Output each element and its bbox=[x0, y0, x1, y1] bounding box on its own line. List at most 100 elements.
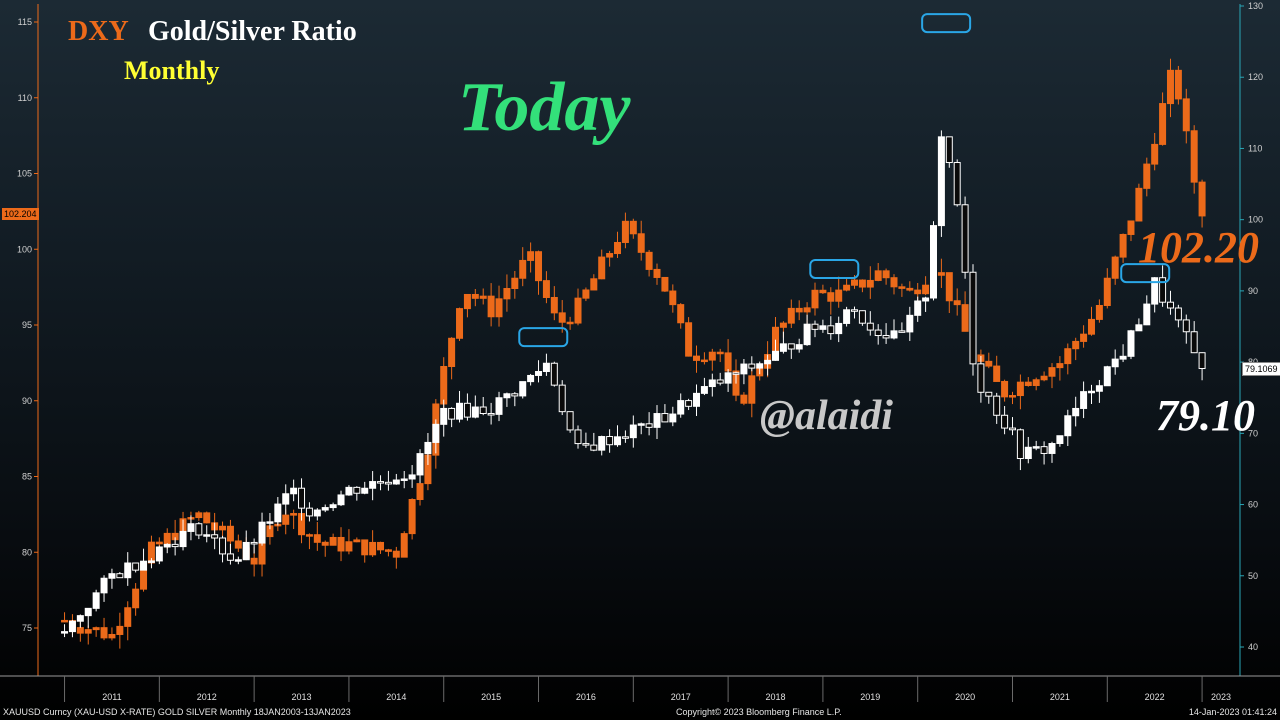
dxy-candle bbox=[84, 629, 92, 634]
gsr-candle bbox=[456, 402, 464, 420]
gsr-candle bbox=[969, 271, 977, 365]
gsr-candle bbox=[258, 521, 266, 544]
dxy-candle bbox=[1095, 304, 1103, 320]
dxy-candle bbox=[219, 525, 227, 531]
dxy-candle bbox=[337, 536, 345, 552]
gsr-candle bbox=[669, 413, 677, 423]
gsr-candle bbox=[590, 444, 598, 451]
highlight-box bbox=[1120, 263, 1171, 284]
dxy-candle bbox=[811, 289, 819, 309]
dxy-candle bbox=[914, 289, 922, 295]
dxy-candle bbox=[440, 366, 448, 405]
year-label: 2012 bbox=[197, 692, 217, 702]
gsr-candle bbox=[795, 344, 803, 350]
gsr-candle bbox=[369, 481, 377, 489]
gsr-candle bbox=[234, 559, 242, 562]
left-tick-label: 95 bbox=[22, 320, 32, 330]
gsr-candle bbox=[463, 402, 471, 418]
left-tick-label: 100 bbox=[17, 244, 32, 254]
gsr-candle bbox=[929, 225, 937, 299]
dxy-candle bbox=[377, 541, 385, 551]
gsr-candle bbox=[914, 300, 922, 316]
dxy-candle bbox=[463, 293, 471, 310]
dxy-candle bbox=[748, 375, 756, 404]
gsr-candle bbox=[1048, 443, 1056, 454]
dxy-candle bbox=[835, 289, 843, 302]
dxy-candle bbox=[898, 286, 906, 289]
dxy-candle bbox=[1166, 69, 1174, 105]
dxy-candle bbox=[479, 295, 487, 299]
dxy-candle bbox=[937, 272, 945, 276]
left-tick-label: 105 bbox=[17, 169, 32, 179]
dxy-candle bbox=[779, 322, 787, 328]
dxy-candle bbox=[116, 625, 124, 635]
right-tick-label: 130 bbox=[1248, 1, 1263, 11]
dxy-candle bbox=[590, 278, 598, 291]
year-label: 2022 bbox=[1145, 692, 1165, 702]
gsr-candle bbox=[1032, 446, 1040, 449]
gsr-candle bbox=[219, 537, 227, 555]
gsr-candle bbox=[922, 297, 930, 302]
dxy-candle bbox=[1064, 348, 1072, 365]
gsr-candle bbox=[337, 494, 345, 506]
dxy-candle bbox=[1040, 375, 1048, 381]
gsr-candle bbox=[68, 620, 76, 633]
gsr-candle bbox=[1072, 407, 1080, 417]
gsr-candle bbox=[945, 136, 953, 164]
dxy-candle bbox=[645, 251, 653, 270]
dxy-candle bbox=[369, 541, 377, 556]
dxy-candle bbox=[843, 284, 851, 291]
dxy-candle bbox=[195, 512, 203, 519]
dxy-candle bbox=[637, 233, 645, 253]
right-tick-label: 60 bbox=[1248, 500, 1258, 510]
gsr-candle bbox=[147, 560, 155, 563]
dxy-candle bbox=[693, 355, 701, 361]
left-tick-label: 90 bbox=[22, 396, 32, 406]
gsr-candle bbox=[140, 560, 148, 571]
dxy-candle bbox=[1080, 333, 1088, 342]
dxy-candle bbox=[305, 534, 313, 537]
gsr-candle bbox=[645, 423, 653, 428]
dxy-candle bbox=[1001, 380, 1009, 398]
dxy-candle bbox=[456, 308, 464, 339]
author-handle: @alaidi bbox=[760, 393, 893, 439]
gsr-candle bbox=[290, 487, 298, 495]
gsr-candle bbox=[756, 363, 764, 369]
gsr-candle bbox=[1190, 331, 1198, 354]
gsr-candle bbox=[250, 541, 258, 545]
gsr-candle bbox=[740, 363, 748, 375]
dxy-candle bbox=[503, 288, 511, 300]
gsr-candle bbox=[1024, 446, 1032, 460]
gsr-candle bbox=[985, 391, 993, 397]
dxy-candle bbox=[1159, 103, 1167, 145]
dxy-candle bbox=[582, 289, 590, 299]
dxy-candle bbox=[629, 220, 637, 235]
gsr-candle bbox=[1135, 324, 1143, 332]
gsr-candle bbox=[1143, 303, 1151, 326]
gsr-candle bbox=[503, 393, 511, 399]
left-tick-label: 80 bbox=[22, 547, 32, 557]
gsr-candle bbox=[835, 322, 843, 335]
dxy-candle bbox=[558, 312, 566, 323]
dxy-candle bbox=[787, 307, 795, 324]
dxy-candle bbox=[724, 352, 732, 372]
dxy-candle bbox=[677, 304, 685, 324]
year-label: 2013 bbox=[292, 692, 312, 702]
dxy-candle bbox=[716, 351, 724, 355]
gsr-candle bbox=[708, 379, 716, 388]
dxy-candle bbox=[993, 365, 1001, 382]
dxy-candle bbox=[803, 307, 811, 313]
dxy-candle bbox=[408, 498, 416, 535]
gsr-candle bbox=[629, 424, 637, 439]
gsr-candle bbox=[408, 474, 416, 480]
gsr-candle bbox=[1087, 390, 1095, 394]
dxy-candle bbox=[614, 241, 622, 255]
gsr-candle bbox=[329, 504, 337, 509]
year-label: 2014 bbox=[386, 692, 406, 702]
gsr-candle bbox=[479, 406, 487, 415]
dxy-candle bbox=[471, 293, 479, 299]
highlight-box bbox=[518, 327, 569, 348]
gsr-candle bbox=[132, 562, 140, 571]
gsr-candle bbox=[1159, 277, 1167, 303]
